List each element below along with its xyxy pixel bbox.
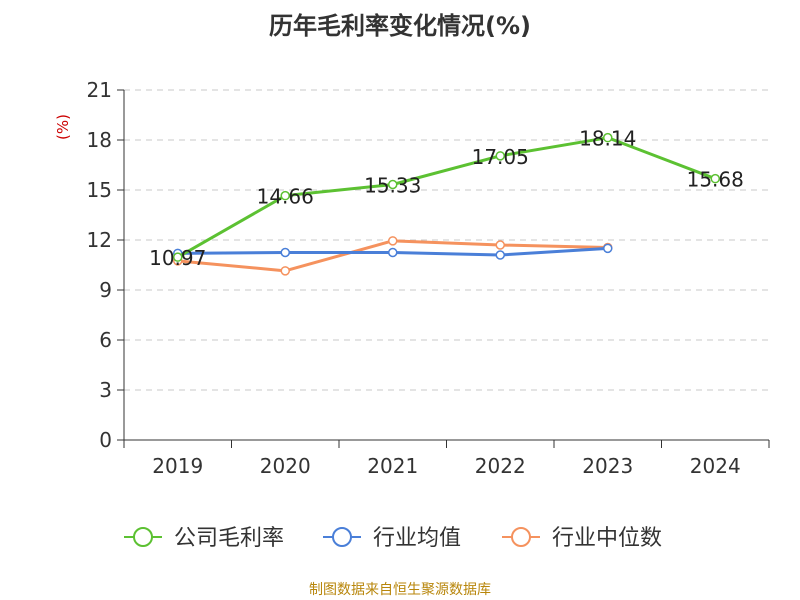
legend-label: 公司毛利率: [174, 526, 284, 551]
data-label: 10.97: [149, 246, 206, 270]
y-tick-label: 6: [99, 328, 112, 352]
x-tick-label: 2024: [690, 454, 741, 478]
legend-marker: [511, 527, 531, 547]
x-tick-label: 2021: [367, 454, 418, 478]
chart-title: 历年毛利率变化情况(%): [269, 12, 531, 40]
data-point: [173, 252, 183, 262]
legend-marker: [133, 527, 153, 547]
data-point: [280, 266, 290, 276]
y-axis-label: (%): [54, 114, 72, 140]
data-point: [603, 132, 613, 143]
data-point: [495, 250, 505, 260]
x-tick-label: 2020: [260, 454, 311, 478]
source-footer: 制图数据来自恒生聚源数据库: [309, 582, 491, 598]
data-point: [710, 173, 720, 184]
x-tick-label: 2022: [475, 454, 526, 478]
y-tick-label: 3: [99, 378, 112, 402]
data-label: 17.05: [472, 145, 529, 169]
legend-marker: [332, 527, 352, 547]
y-tick-label: 15: [87, 178, 112, 202]
data-point: [495, 151, 505, 161]
legend-label: 行业均值: [373, 526, 461, 551]
x-tick-label: 2019: [152, 454, 203, 478]
data-label: 15.33: [364, 174, 421, 198]
y-tick-label: 9: [99, 278, 112, 302]
data-point: [495, 240, 505, 250]
y-tick-label: 0: [99, 428, 112, 452]
data-point: [603, 243, 613, 254]
data-label: 14.66: [257, 185, 314, 209]
series-line: [177, 136, 716, 259]
data-point: [388, 236, 398, 246]
data-point: [280, 247, 290, 258]
y-tick-label: 18: [87, 128, 112, 152]
data-point: [280, 190, 290, 201]
data-label: 15.68: [687, 168, 744, 192]
data-point: [388, 247, 398, 258]
data-point: [388, 179, 398, 190]
y-tick-label: 21: [87, 78, 112, 102]
x-tick-label: 2023: [582, 454, 633, 478]
legend-label: 行业中位数: [552, 526, 662, 551]
data-label: 18.14: [579, 127, 636, 151]
y-tick-label: 12: [87, 228, 112, 252]
